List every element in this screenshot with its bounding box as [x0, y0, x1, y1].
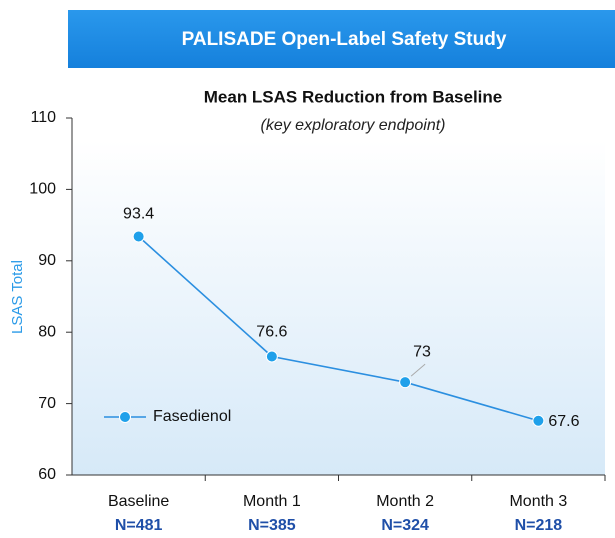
x-tick-label: Month 3	[509, 493, 567, 510]
y-tick-label: 60	[38, 466, 56, 483]
legend-label: Fasedienol	[153, 408, 231, 425]
y-tick-label: 70	[38, 395, 56, 412]
data-point	[532, 414, 545, 427]
n-label: N=481	[115, 517, 163, 534]
data-point	[265, 350, 278, 363]
chart-title: Mean LSAS Reduction from Baseline	[204, 87, 503, 106]
y-axis-label: LSAS Total	[9, 260, 26, 334]
data-point	[399, 376, 412, 389]
x-tick-label: Month 2	[376, 493, 434, 510]
x-tick-label: Month 1	[243, 493, 301, 510]
data-label: 93.4	[123, 206, 154, 223]
series-line	[138, 235, 539, 422]
chart-subtitle: (key exploratory endpoint)	[261, 117, 446, 134]
n-label: N=218	[515, 517, 563, 534]
header-banner	[68, 10, 615, 68]
data-label: 76.6	[256, 324, 287, 341]
x-tick-label: Baseline	[108, 493, 169, 510]
plot-background	[72, 140, 605, 475]
label-leader	[410, 363, 426, 377]
n-label: N=385	[248, 517, 296, 534]
y-tick-label: 90	[38, 252, 56, 269]
y-tick-label: 110	[30, 109, 56, 126]
data-label: 73	[413, 343, 431, 360]
n-label: N=324	[381, 517, 429, 534]
y-tick-label: 100	[29, 181, 56, 198]
data-label: 67.6	[548, 413, 579, 430]
header-title: PALISADE Open-Label Safety Study	[182, 29, 507, 50]
legend-marker	[119, 411, 131, 423]
data-point	[132, 230, 145, 243]
y-tick-label: 80	[38, 323, 56, 340]
